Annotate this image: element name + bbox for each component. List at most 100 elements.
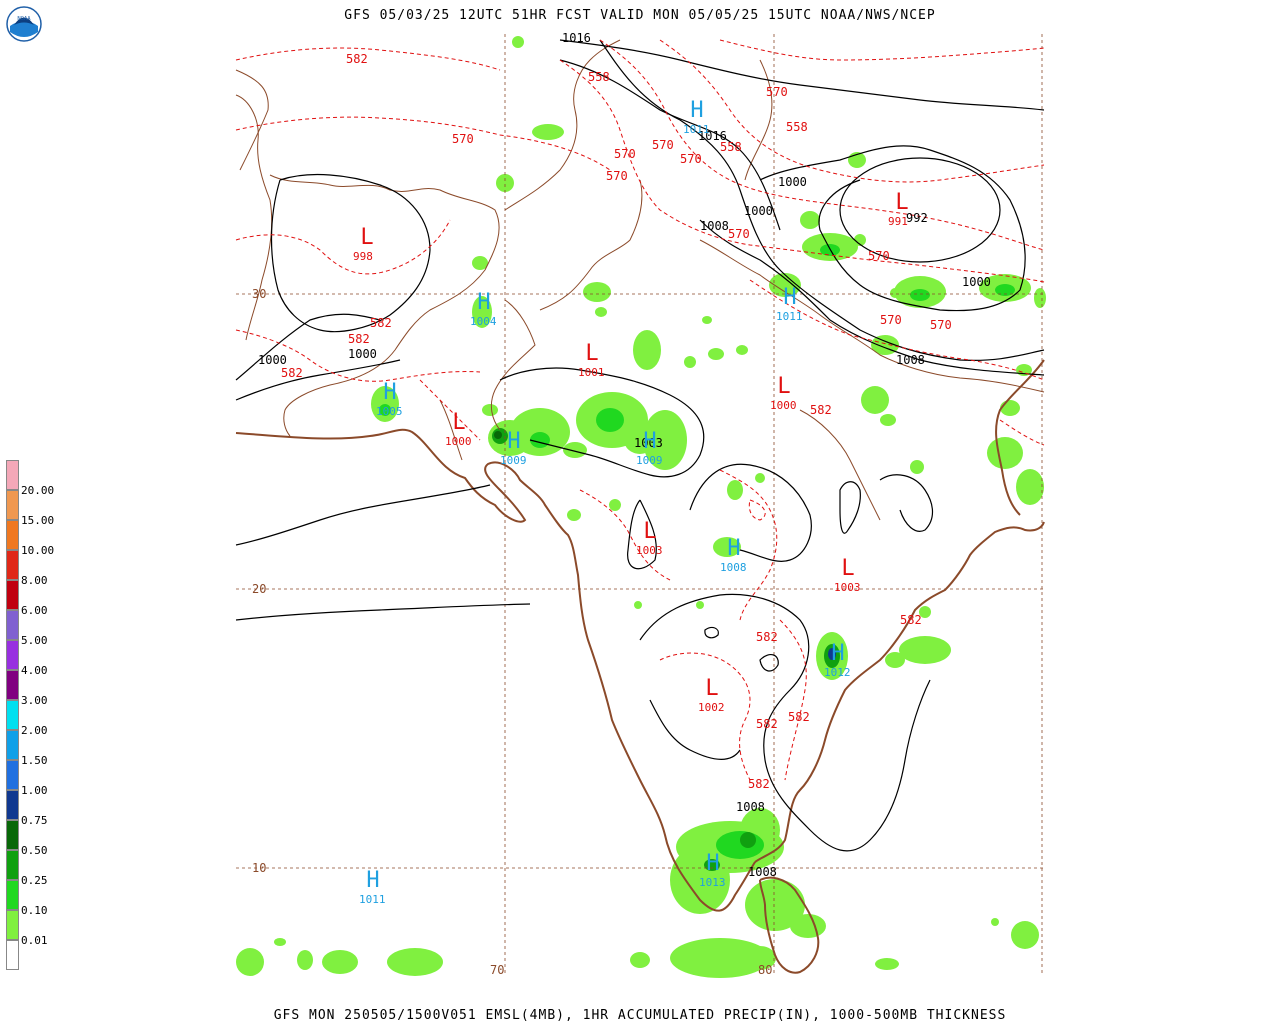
low-pressure-value: 1000 xyxy=(445,435,472,448)
legend-swatch xyxy=(6,820,19,850)
legend-swatch xyxy=(6,580,19,610)
legend-label: 0.75 xyxy=(21,814,48,827)
high-pressure-value: 1005 xyxy=(376,405,403,418)
low-pressure-symbol: L xyxy=(777,374,790,399)
thickness-label: 582 xyxy=(756,630,778,644)
isobars xyxy=(235,39,1045,852)
high-pressure-symbol: H xyxy=(727,536,740,561)
low-pressure-symbol: L xyxy=(705,676,718,701)
precip-heavy xyxy=(379,244,1015,871)
high-pressure-value: 1011 xyxy=(683,123,710,136)
thickness-label: 570 xyxy=(930,318,952,332)
thickness-label: 558 xyxy=(720,140,742,154)
map-footer: GFS MON 250505/1500V051 EMSL(4MB), 1HR A… xyxy=(273,1008,1007,1023)
legend-label: 8.00 xyxy=(21,574,48,587)
thickness-label: 558 xyxy=(588,70,610,84)
thickness-label: 570 xyxy=(880,313,902,327)
low-pressure-value: 991 xyxy=(888,215,908,228)
low-pressure-symbol: L xyxy=(841,556,854,581)
isobar-label: 1003 xyxy=(634,436,663,450)
legend-label: 1.50 xyxy=(21,754,48,767)
legend-swatch xyxy=(6,880,19,910)
thickness-label: 570 xyxy=(766,85,788,99)
isobar-label: 1000 xyxy=(744,204,773,218)
lat-label: 30 xyxy=(252,287,266,301)
isobar-label: 1008 xyxy=(736,800,765,814)
thickness-label: 570 xyxy=(614,147,636,161)
low-pressure-value: 998 xyxy=(353,250,373,263)
lat-label: 20 xyxy=(252,582,266,596)
high-pressure-value: 1011 xyxy=(359,893,386,906)
legend-swatch xyxy=(6,730,19,760)
high-pressure-value: 1013 xyxy=(699,876,726,889)
isobar-label: 1008 xyxy=(896,353,925,367)
grid-labels: 30 20 10 70 80 xyxy=(252,287,772,977)
high-pressure-value: 1009 xyxy=(636,454,663,467)
isobar-label: 1008 xyxy=(700,219,729,233)
legend-label: 1.00 xyxy=(21,784,48,797)
noaa-logo-icon: NOAA xyxy=(6,6,42,42)
thickness-label: 582 xyxy=(900,613,922,627)
high-pressure-symbol: H xyxy=(831,641,844,666)
high-pressure-symbol: H xyxy=(783,285,796,310)
thickness-label: 582 xyxy=(748,777,770,791)
high-pressure-symbol: H xyxy=(690,98,703,123)
legend-swatch xyxy=(6,490,19,520)
thickness-label: 582 xyxy=(370,316,392,330)
logo-text: NOAA xyxy=(17,16,31,22)
thickness-label: 582 xyxy=(281,366,303,380)
legend-label: 0.25 xyxy=(21,874,48,887)
low-pressure-value: 1001 xyxy=(578,366,605,379)
precip-layer xyxy=(236,36,1046,978)
lat-label: 10 xyxy=(252,861,266,875)
isobar-label: 1016 xyxy=(562,31,591,45)
thickness-labels: 582 558 570 558 570 570 570 570 558 570 570 570 570 5… xyxy=(281,52,952,791)
legend-swatch xyxy=(6,700,19,730)
legend-swatch xyxy=(6,610,19,640)
legend-label: 5.00 xyxy=(21,634,48,647)
thickness-label: 582 xyxy=(348,332,370,346)
legend-swatch xyxy=(6,550,19,580)
legend-swatch xyxy=(6,760,19,790)
lat-lon-grid xyxy=(236,34,1044,976)
map-title: GFS 05/03/25 12UTC 51HR FCST VALID MON 0… xyxy=(344,8,936,23)
high-pressure-symbol: H xyxy=(643,429,656,454)
high-pressure-symbol: H xyxy=(383,380,396,405)
pressure-centers: H1011H1004H1011H1005H1009H1009H1008H1012… xyxy=(353,98,909,906)
low-pressure-symbol: L xyxy=(585,341,598,366)
low-pressure-value: 1003 xyxy=(834,581,861,594)
legend-swatch xyxy=(6,850,19,880)
thickness-contours xyxy=(235,39,1045,781)
legend-swatch xyxy=(6,790,19,820)
isobar-label: 1000 xyxy=(962,275,991,289)
low-pressure-symbol: L xyxy=(643,519,656,544)
low-pressure-symbol: L xyxy=(360,225,373,250)
low-pressure-value: 1003 xyxy=(636,544,663,557)
isobar-label: 992 xyxy=(906,211,928,225)
legend-swatch xyxy=(6,940,19,970)
thickness-label: 570 xyxy=(452,132,474,146)
high-pressure-value: 1012 xyxy=(824,666,851,679)
high-pressure-value: 1004 xyxy=(470,315,497,328)
low-pressure-value: 1002 xyxy=(698,701,725,714)
high-pressure-value: 1009 xyxy=(500,454,527,467)
legend-label: 0.50 xyxy=(21,844,48,857)
thickness-label: 570 xyxy=(606,169,628,183)
legend-swatch xyxy=(6,910,19,940)
legend-label: 20.00 xyxy=(21,484,55,497)
legend-label: 4.00 xyxy=(21,664,48,677)
high-pressure-symbol: H xyxy=(507,429,520,454)
high-pressure-symbol: H xyxy=(477,290,490,315)
thickness-label: 570 xyxy=(868,249,890,263)
isobar-labels: 1016 1016 1000 1000 1008 992 1000 1000 1000 1008 1… xyxy=(258,31,991,879)
low-pressure-value: 1000 xyxy=(770,399,797,412)
legend-label: 3.00 xyxy=(21,694,48,707)
legend-swatch xyxy=(6,460,19,490)
high-pressure-symbol: H xyxy=(366,868,379,893)
thickness-label: 570 xyxy=(728,227,750,241)
legend-swatch xyxy=(6,640,19,670)
legend-label: 6.00 xyxy=(21,604,48,617)
high-pressure-value: 1008 xyxy=(720,561,747,574)
